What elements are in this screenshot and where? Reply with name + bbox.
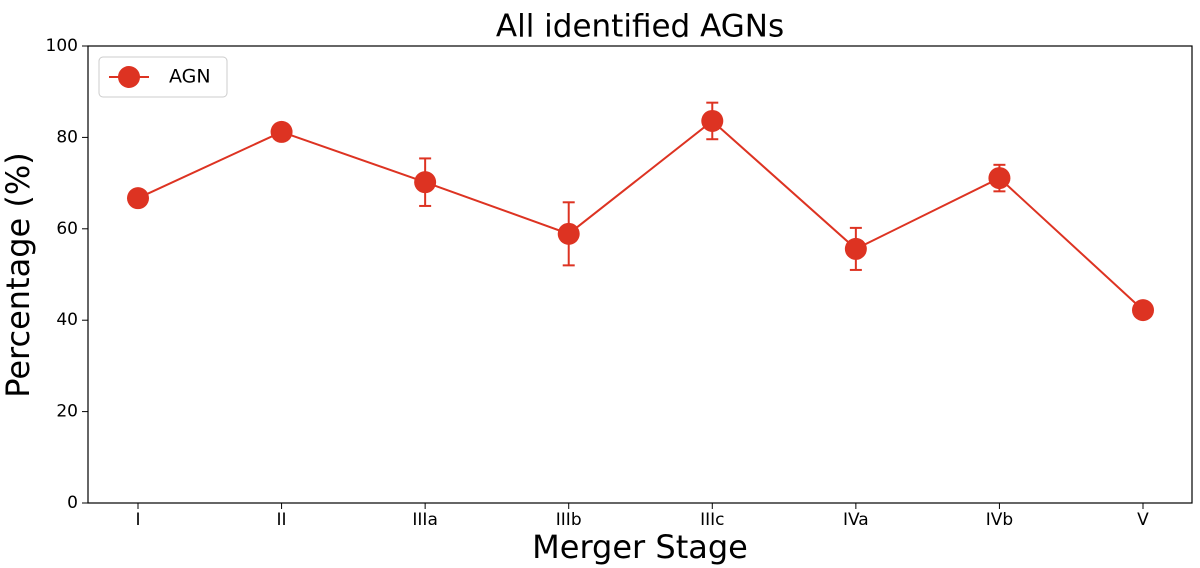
marker [557, 222, 580, 245]
x-tick-label: IIIc [700, 510, 724, 530]
marker [701, 109, 724, 132]
y-tick-label: 40 [56, 310, 78, 330]
x-tick-label: V [1137, 510, 1149, 530]
x-tick-label: IIIb [556, 510, 582, 530]
y-tick-label: 80 [56, 127, 78, 147]
x-tick-label: II [277, 510, 287, 530]
x-tick-label: I [135, 510, 140, 530]
x-tick-label: IIIa [412, 510, 437, 530]
marker [844, 237, 867, 260]
marker [414, 171, 437, 194]
y-tick-label: 60 [56, 219, 78, 239]
marker [270, 120, 293, 143]
chart-title: All identified AGNs [496, 9, 784, 45]
marker [988, 167, 1011, 190]
marker [1132, 299, 1154, 322]
y-tick-label: 0 [67, 493, 78, 513]
marker [127, 187, 149, 210]
legend-label: AGN [169, 66, 211, 88]
x-tick-label: IVa [843, 510, 869, 530]
x-axis-label: Merger Stage [532, 528, 748, 566]
y-axis-label: Percentage (%) [0, 152, 37, 398]
legend-marker [118, 66, 140, 88]
plot-frame [87, 45, 1193, 504]
y-tick-label: 20 [56, 402, 78, 422]
x-tick-label: IVb [986, 510, 1013, 530]
series-line [137, 119, 1144, 311]
y-tick-label: 100 [46, 36, 78, 56]
